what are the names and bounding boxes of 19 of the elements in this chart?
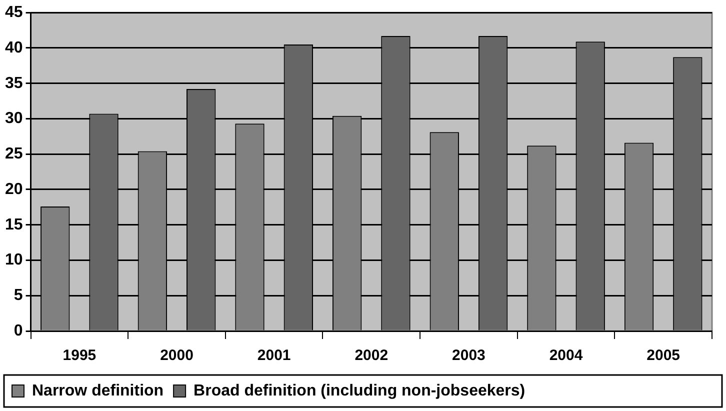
legend-label: Broad definition (including non-jobseekers) <box>194 382 526 400</box>
x-tick-label: 2003 <box>452 347 486 364</box>
y-tick-label: 5 <box>14 287 23 304</box>
legend-label: Narrow definition <box>32 382 164 400</box>
x-tick-label: 2002 <box>354 347 388 364</box>
y-tick-label: 20 <box>5 180 23 198</box>
x-tick-label: 2000 <box>160 347 194 364</box>
y-tick-label: 40 <box>5 39 23 56</box>
x-tick-label: 2004 <box>549 347 584 364</box>
y-tick-label: 45 <box>5 4 23 22</box>
y-tick-label: 10 <box>5 252 23 269</box>
x-tick-label: 2001 <box>257 347 291 364</box>
y-tick-label: 30 <box>5 110 23 128</box>
x-tick-label: 1995 <box>62 347 96 364</box>
y-tick-label: 0 <box>14 322 23 340</box>
y-tick-label: 35 <box>5 74 23 92</box>
y-tick-label: 25 <box>5 146 23 163</box>
y-tick-label: 15 <box>5 216 23 234</box>
x-tick-label: 2005 <box>646 347 680 364</box>
